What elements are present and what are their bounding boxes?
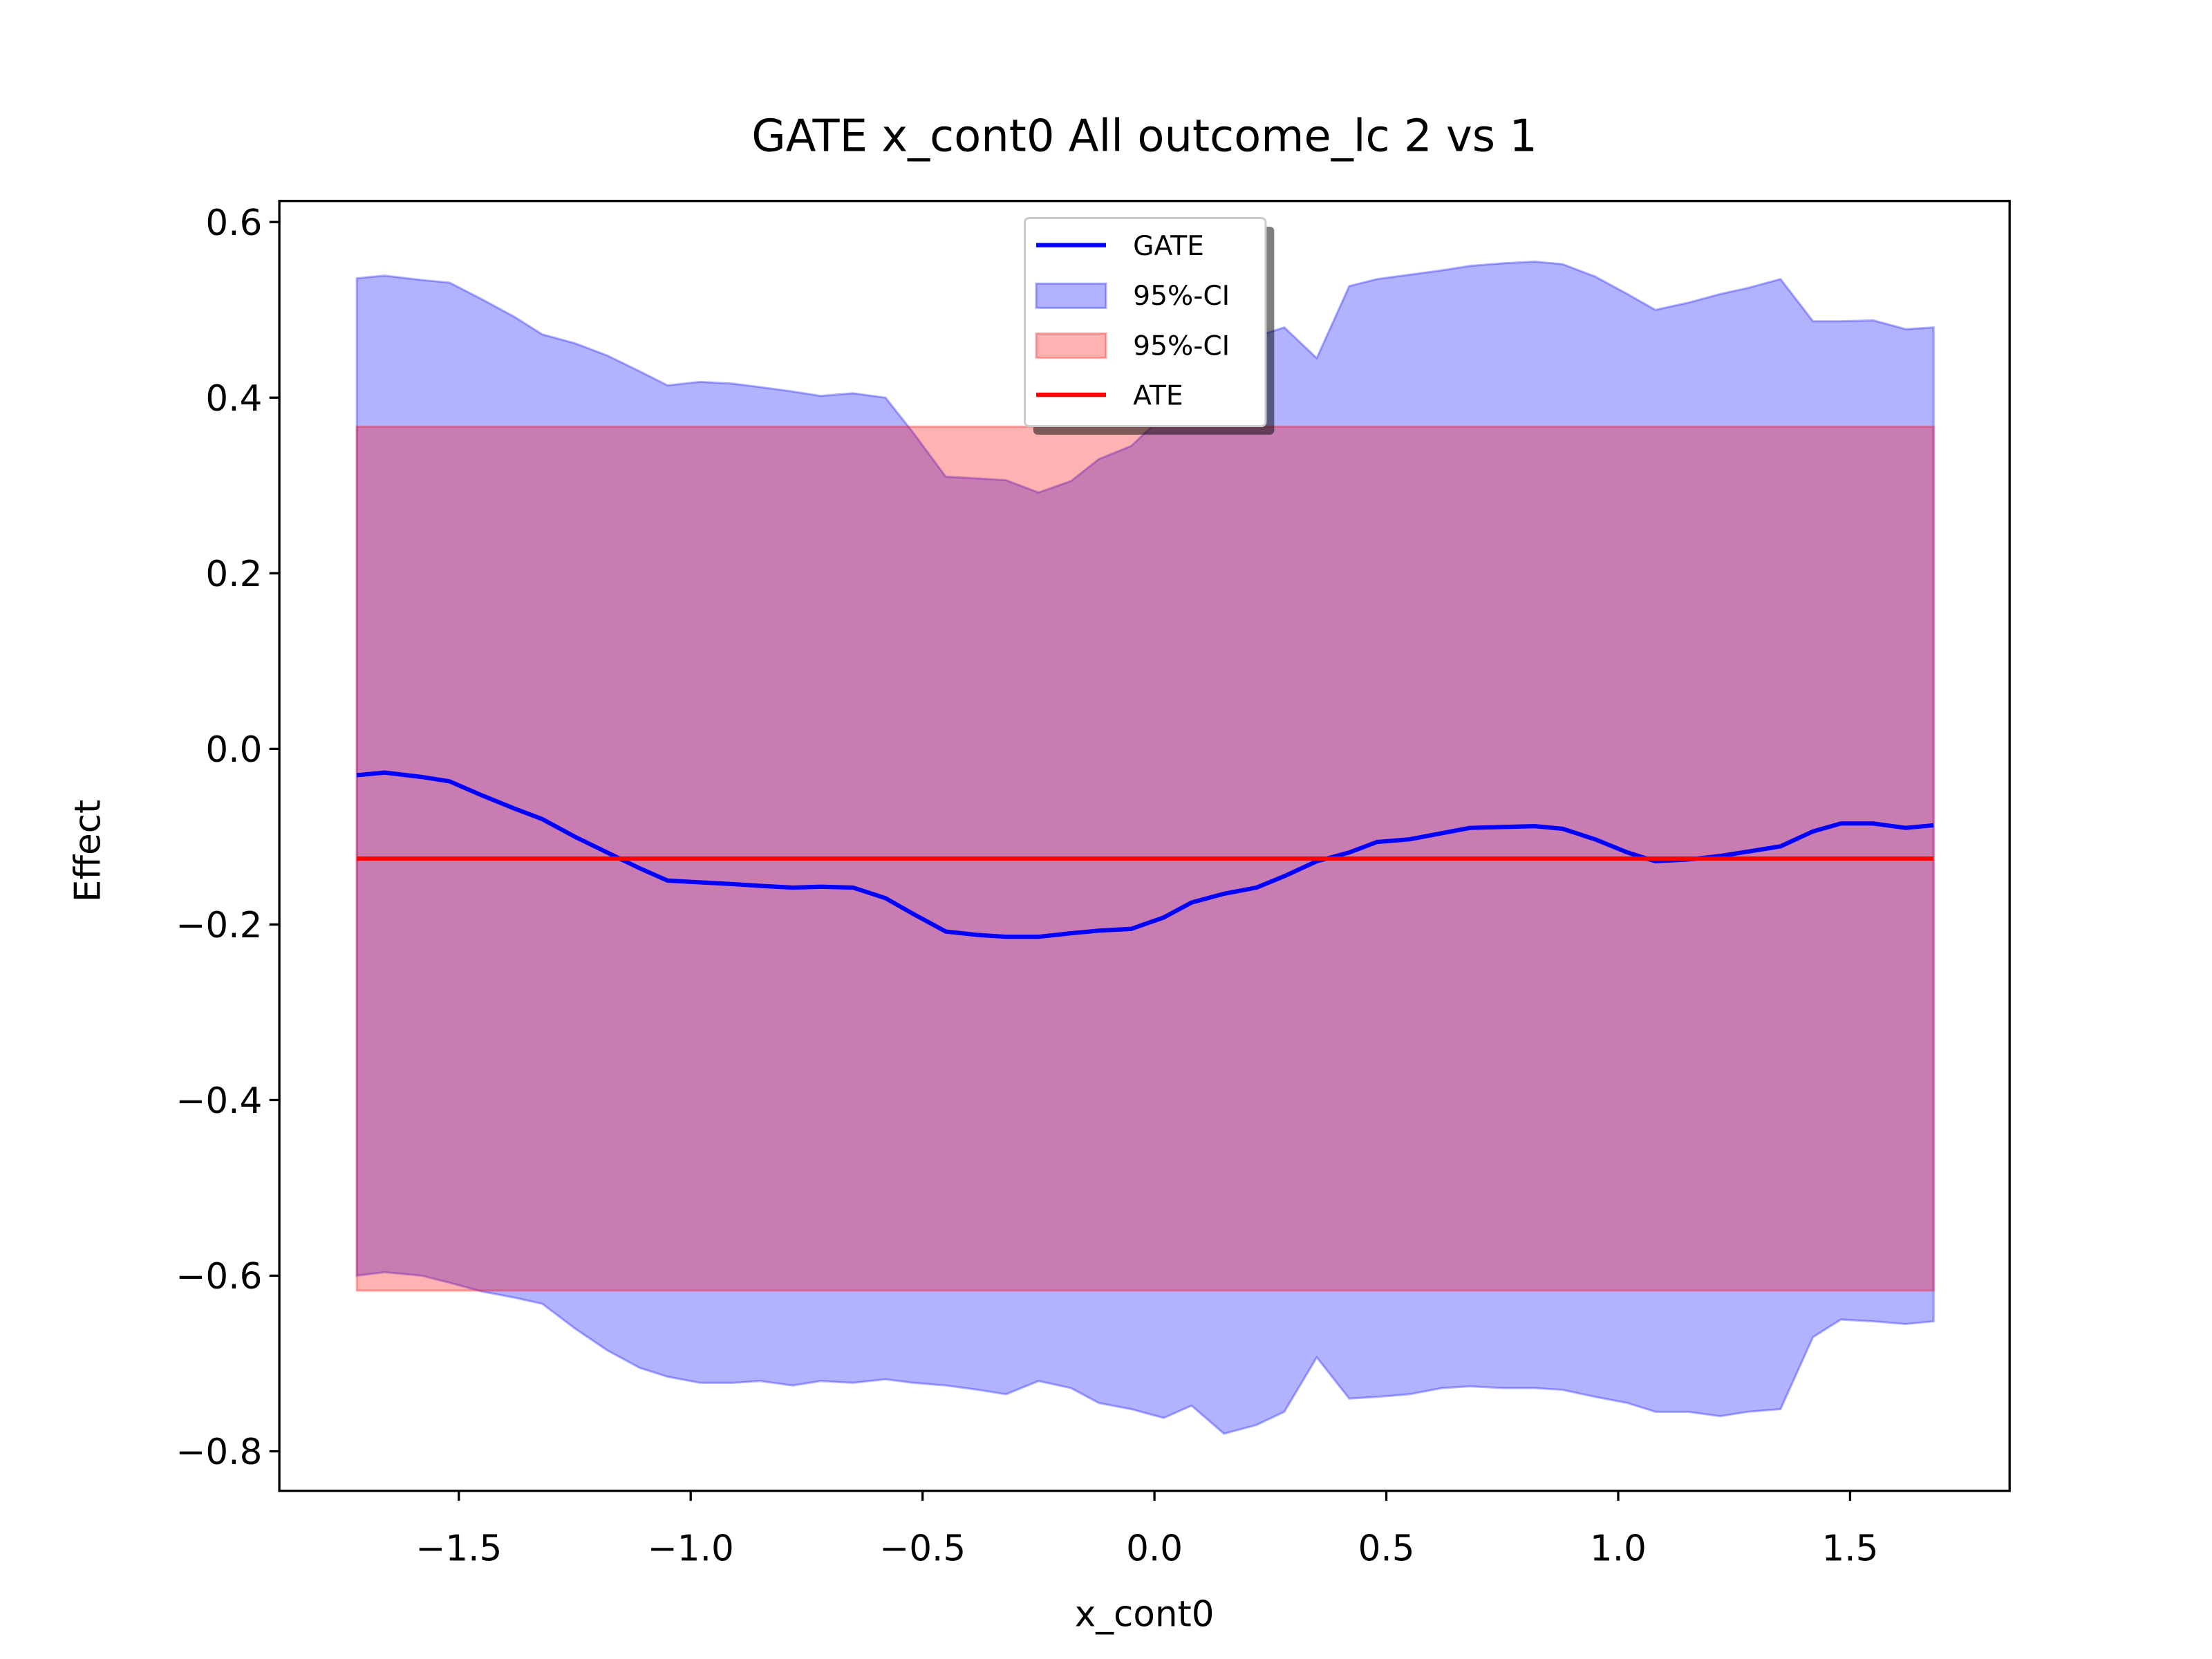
- x-tick-label: 0.0: [1126, 1528, 1183, 1570]
- plot-frame: [278, 200, 2011, 1492]
- x-axis-label: x_cont0: [1075, 1594, 1215, 1635]
- y-tick-label: 0.6: [205, 203, 262, 244]
- y-tick-label: −0.6: [176, 1256, 262, 1297]
- x-tick-label: −1.0: [648, 1528, 734, 1570]
- y-tick-label: 0.2: [205, 554, 262, 595]
- y-axis-label: Effect: [67, 800, 109, 902]
- x-tick-label: 1.0: [1590, 1528, 1647, 1570]
- x-tick-label: −0.5: [879, 1528, 966, 1570]
- legend-label: GATE: [1133, 231, 1204, 262]
- y-tick-label: −0.4: [176, 1080, 262, 1122]
- x-tick-label: 0.5: [1358, 1528, 1415, 1570]
- chart-title: GATE x_cont0 All outcome_lc 2 vs 1: [751, 111, 1537, 162]
- legend-label: 95%-CI: [1133, 330, 1230, 362]
- ci-band: [355, 260, 1935, 1435]
- legend: [1023, 216, 1267, 428]
- x-tick-label: 1.5: [1821, 1528, 1878, 1570]
- x-tick-label: −1.5: [415, 1528, 502, 1570]
- legend-patch: [1035, 332, 1107, 359]
- y-tick-label: −0.8: [176, 1432, 262, 1473]
- y-tick-label: 0.4: [205, 378, 262, 420]
- y-tick-label: 0.0: [205, 729, 262, 771]
- y-tick-label: −0.2: [176, 905, 262, 946]
- legend-patch: [1035, 282, 1107, 309]
- legend-label: 95%-CI: [1133, 281, 1230, 312]
- legend-label: ATE: [1133, 381, 1183, 412]
